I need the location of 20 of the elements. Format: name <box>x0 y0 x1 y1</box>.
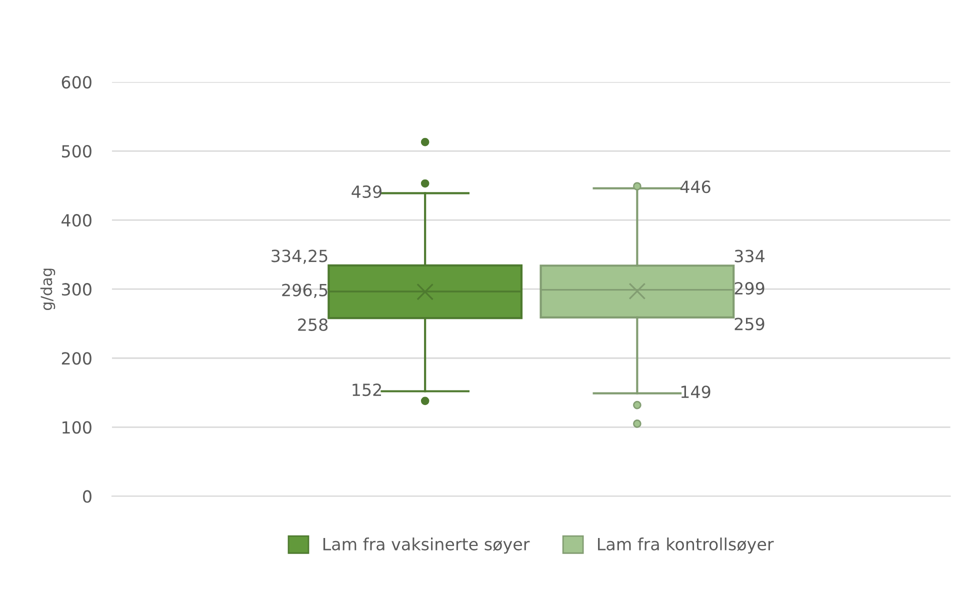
legend-label: Lam fra kontrollsøyer <box>598 538 774 554</box>
annotation: 152 <box>352 383 381 396</box>
y-tick-label: 100 <box>62 421 92 434</box>
annotation: 258 <box>298 318 328 331</box>
y-tick-label: 200 <box>62 352 92 365</box>
annotation: 149 <box>681 386 710 398</box>
y-axis-title: g/dag <box>40 268 56 310</box>
y-tick-label: 400 <box>62 214 92 227</box>
annotation: 446 <box>680 180 710 194</box>
y-tick-label: 0 <box>83 490 92 503</box>
y-tick-label: 300 <box>62 283 92 296</box>
y-tick-label: 500 <box>62 145 92 158</box>
annotation: 296,5 <box>282 284 328 298</box>
y-tick-label: 600 <box>62 76 92 89</box>
annotation: 439 <box>352 185 382 198</box>
annotation: 334,25 <box>272 250 328 264</box>
legend-label: Lam fra vaksinerte søyer <box>323 538 530 554</box>
annotation: 259 <box>734 318 764 330</box>
annotation: 299 <box>734 282 764 295</box>
annotation: 334 <box>734 250 764 262</box>
